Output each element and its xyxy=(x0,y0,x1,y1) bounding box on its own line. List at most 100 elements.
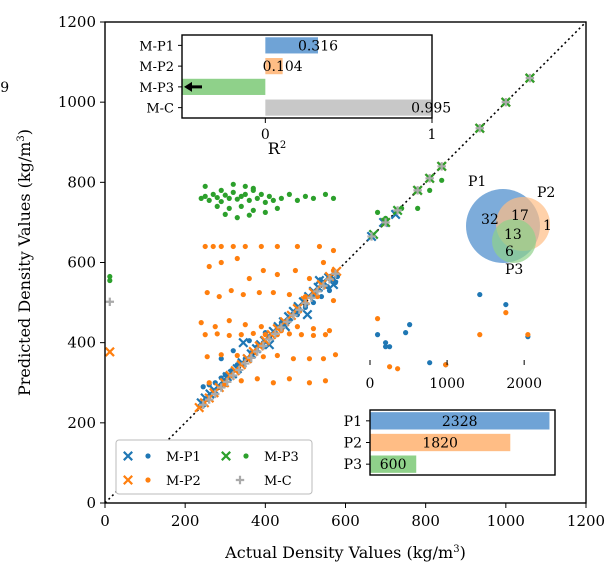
legend-box xyxy=(115,439,313,495)
data-point xyxy=(218,198,224,205)
x-tick-label: 600 xyxy=(331,512,360,530)
data-point xyxy=(331,269,340,278)
data-point xyxy=(226,205,232,211)
data-point xyxy=(319,281,328,290)
data-point xyxy=(298,332,305,338)
data-point xyxy=(425,174,434,183)
legend-label: M-P3 xyxy=(264,450,299,465)
data-point xyxy=(204,354,210,360)
data-point xyxy=(226,332,232,339)
data-point xyxy=(322,191,329,197)
data-point xyxy=(253,347,262,356)
r2-value-label: 0.995 xyxy=(411,101,451,117)
count-frame xyxy=(369,409,556,476)
data-point xyxy=(332,352,339,358)
data-point xyxy=(206,380,212,386)
data-point xyxy=(238,332,244,338)
legend-label: M-P2 xyxy=(166,474,201,489)
data-point xyxy=(274,271,280,278)
data-point xyxy=(271,329,280,339)
r2-bar-m-p1 xyxy=(265,37,318,54)
legend-label: M-C xyxy=(264,474,292,489)
data-point xyxy=(202,243,208,250)
data-point xyxy=(214,194,220,201)
data-point xyxy=(250,185,256,191)
data-point xyxy=(289,311,298,320)
data-point xyxy=(407,322,413,328)
data-point xyxy=(274,243,280,250)
count-x-tick-label: 0 xyxy=(366,376,375,392)
data-point xyxy=(242,183,248,189)
data-point xyxy=(314,293,321,300)
data-point xyxy=(274,205,280,211)
data-point xyxy=(235,365,244,375)
data-point xyxy=(310,332,317,339)
data-point xyxy=(241,359,250,368)
data-point xyxy=(198,320,204,326)
data-point xyxy=(313,287,322,296)
data-point xyxy=(214,331,220,337)
data-point xyxy=(226,318,232,324)
venn-circle-p3 xyxy=(492,219,536,263)
data-point xyxy=(238,378,244,384)
data-point xyxy=(258,243,264,250)
count-bar-p3 xyxy=(370,455,417,473)
data-point xyxy=(212,324,218,330)
venn-set-label-p1: P1 xyxy=(468,174,486,190)
data-point xyxy=(200,384,206,390)
data-point xyxy=(330,247,337,254)
data-point xyxy=(238,203,244,209)
y-tick-label: 800 xyxy=(67,173,96,191)
data-point xyxy=(266,193,272,199)
data-point xyxy=(223,377,232,387)
data-point xyxy=(320,259,327,266)
data-point xyxy=(386,344,393,350)
data-point xyxy=(415,205,421,211)
data-point xyxy=(230,189,236,195)
data-point xyxy=(260,354,266,360)
x-tick-label: 0 xyxy=(100,512,110,530)
data-point xyxy=(294,197,300,203)
x-tick-label: 1000 xyxy=(487,512,525,530)
venn-count-p1-only: 32 xyxy=(481,212,499,228)
data-point xyxy=(332,279,339,286)
data-point xyxy=(246,275,252,282)
data-point xyxy=(238,193,244,199)
count-category-label: P2 xyxy=(344,436,362,452)
data-point xyxy=(301,299,310,308)
data-point xyxy=(260,267,266,274)
venn-count-p1-p2: 17 xyxy=(511,208,529,224)
data-point xyxy=(107,273,113,280)
x-tick-label: 800 xyxy=(411,512,440,530)
data-point xyxy=(395,366,401,372)
data-point xyxy=(198,195,204,201)
data-point xyxy=(325,275,334,284)
data-point xyxy=(218,259,224,266)
count-x-tick-label: 1000 xyxy=(429,376,465,392)
venn-set-label-p3: P3 xyxy=(505,262,523,278)
count-bar-p2 xyxy=(370,433,511,452)
data-point xyxy=(330,195,337,201)
data-point xyxy=(250,330,256,337)
data-point xyxy=(254,376,260,382)
data-point xyxy=(367,232,376,241)
r2-bar-m-p3 xyxy=(182,78,266,95)
legend: M-P1 M-P3 M-P2 M-C xyxy=(115,439,313,495)
data-point xyxy=(246,338,252,344)
venn-count-p1-p3: 6 xyxy=(505,244,514,260)
x-axis-label: Actual Density Values (kg/m3) xyxy=(224,543,466,562)
data-point xyxy=(306,275,313,282)
y-axis-label: Predicted Density Values (kg/m3) xyxy=(15,129,34,396)
legend-marker xyxy=(145,477,151,483)
data-point xyxy=(382,344,389,350)
count-x-tick-label: 2000 xyxy=(506,376,542,392)
data-point xyxy=(270,380,276,386)
data-point xyxy=(246,212,252,218)
data-point xyxy=(211,389,220,399)
data-point xyxy=(386,364,393,370)
data-point xyxy=(270,197,276,203)
r2-bar-m-p2 xyxy=(265,58,283,75)
data-point xyxy=(202,332,208,338)
count-bar-p1 xyxy=(370,412,550,430)
data-point xyxy=(274,352,280,359)
